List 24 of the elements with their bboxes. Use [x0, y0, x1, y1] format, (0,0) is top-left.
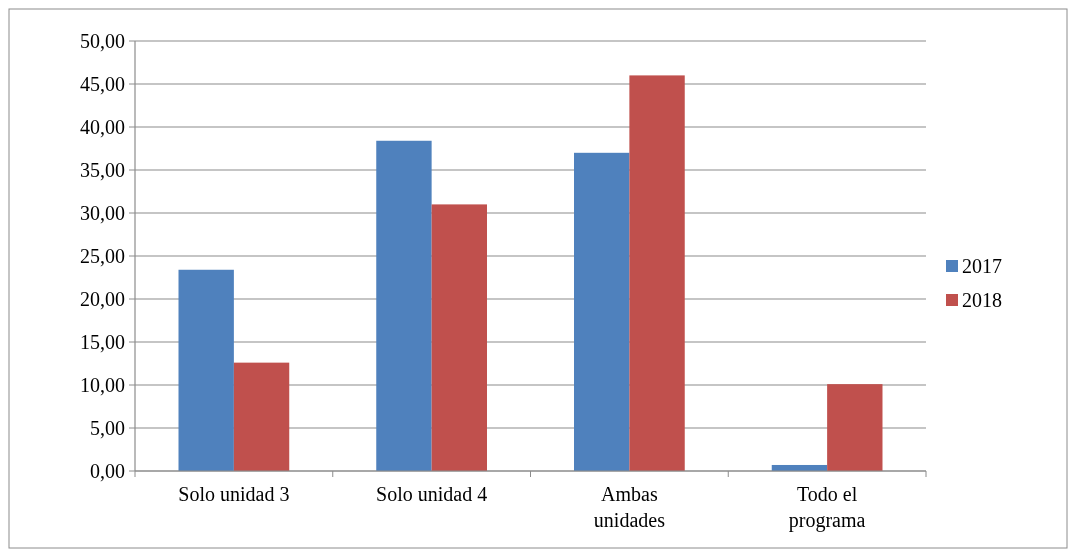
y-tick-label: 30,00	[80, 202, 125, 224]
y-tick-label: 45,00	[80, 73, 125, 95]
y-tick-label: 40,00	[80, 116, 125, 138]
bar	[431, 204, 487, 471]
y-tick-label: 15,00	[80, 331, 125, 353]
bar	[233, 362, 290, 471]
bar	[629, 75, 685, 471]
y-tick-label: 35,00	[80, 159, 125, 181]
bar	[178, 269, 234, 471]
x-tick-label: Solo unidad 3	[178, 483, 290, 505]
y-tick-label: 5,00	[90, 417, 125, 439]
bar	[574, 152, 630, 471]
y-tick-label: 25,00	[80, 245, 125, 267]
y-tick-label: 10,00	[80, 374, 125, 396]
x-tick-label: Solo unidad 4	[376, 483, 488, 505]
bar	[376, 140, 432, 471]
legend-label: 2017	[962, 255, 1002, 277]
x-tick-label: Ambas unidades	[593, 483, 666, 531]
legend-label: 2018	[962, 289, 1002, 311]
y-tick-label: 50,00	[80, 30, 125, 52]
x-tick-label: Todo el programa	[788, 483, 866, 532]
y-tick-label: 20,00	[80, 288, 125, 310]
bar	[827, 384, 883, 471]
y-tick-label: 0,00	[90, 460, 125, 482]
